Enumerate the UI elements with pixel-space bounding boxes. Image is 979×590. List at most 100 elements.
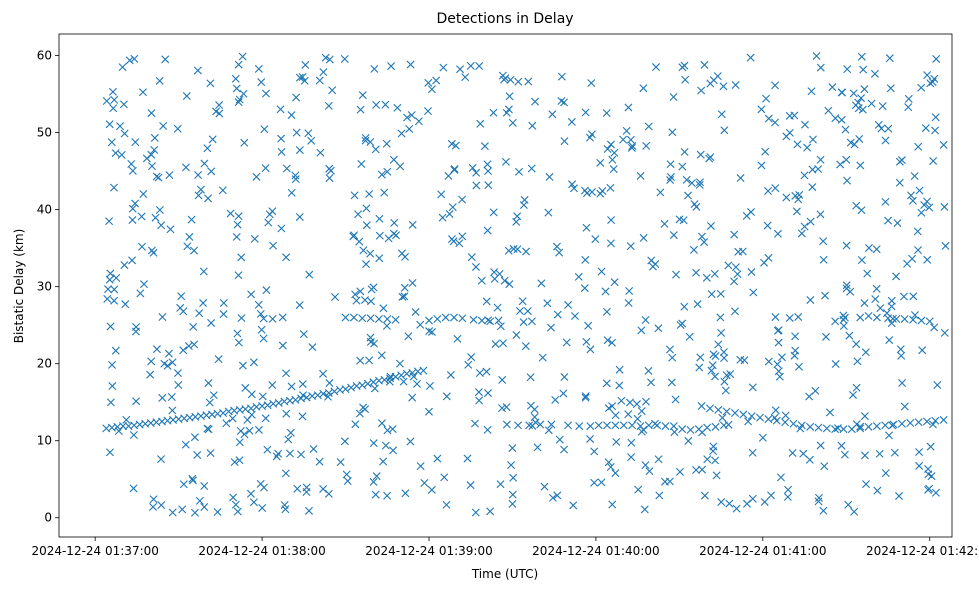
scatter-point (514, 421, 523, 430)
scatter-point (831, 360, 840, 369)
y-axis-label: Bistatic Delay (km) (12, 229, 26, 344)
scatter-point (763, 221, 772, 230)
scatter-point (168, 358, 177, 367)
scatter-point (127, 160, 136, 168)
scatter-point (269, 241, 278, 250)
scatter-point (297, 450, 306, 459)
scatter-point (773, 326, 782, 335)
scatter-point (756, 413, 765, 422)
scatter-point (423, 107, 432, 116)
scatter-point (230, 458, 239, 467)
scatter-point (717, 498, 726, 507)
scatter-point (696, 353, 705, 362)
scatter-point (860, 412, 869, 421)
scatter-point (893, 219, 902, 228)
scatter-point (805, 392, 814, 401)
scatter-point (666, 175, 675, 184)
scatter-point (538, 353, 547, 362)
scatter-point (486, 507, 495, 516)
scatter-point (929, 157, 938, 165)
x-tick-label: 2024-12-24 01:39:00 (365, 544, 492, 558)
scatter-point (475, 62, 484, 70)
scatter-point (149, 502, 158, 511)
scatter-point (544, 208, 553, 217)
scatter-point (864, 243, 873, 252)
scatter-point (287, 111, 296, 120)
scatter-point (531, 418, 540, 427)
scatter-point (128, 215, 137, 224)
scatter-point (425, 381, 434, 390)
scatter-point (544, 426, 553, 435)
scatter-point (720, 377, 729, 386)
scatter-point (380, 188, 389, 197)
scatter-point (319, 68, 328, 77)
scatter-point (437, 190, 446, 199)
scatter-point (591, 235, 600, 244)
scatter-point (187, 215, 196, 224)
scatter-point (606, 140, 615, 149)
scatter-point (698, 428, 707, 437)
scatter-point (105, 275, 114, 284)
scatter-point (654, 455, 663, 464)
scatter-point (886, 84, 895, 93)
scatter-point (425, 316, 433, 325)
scatter-point (158, 313, 167, 321)
scatter-point (861, 348, 870, 357)
scatter-point (354, 210, 363, 219)
scatter-point (940, 328, 949, 337)
scatter-point (806, 295, 815, 304)
scatter-point (379, 457, 388, 466)
scatter-point (711, 372, 719, 381)
scatter-point (200, 503, 209, 511)
scatter-point (505, 280, 514, 289)
scatter-point (731, 307, 739, 316)
scatter-point (519, 318, 528, 327)
scatter-point (442, 392, 451, 401)
scatter-point (482, 367, 491, 376)
scatter-point (471, 508, 480, 517)
scatter-point (260, 125, 269, 134)
scatter-point (254, 300, 263, 309)
scatter-point (261, 414, 270, 423)
scatter-point (472, 181, 481, 190)
scatter-point (606, 239, 615, 248)
scatter-point (794, 312, 803, 321)
scatter-point (844, 500, 853, 509)
scatter-point (387, 62, 396, 71)
scatter-point (461, 73, 470, 82)
scatter-point (389, 446, 398, 455)
scatter-point (782, 193, 791, 202)
scatter-point (304, 506, 313, 515)
scatter-point (219, 310, 228, 319)
scatter-point (785, 313, 794, 322)
scatter-point (864, 311, 873, 320)
scatter-point (685, 332, 694, 341)
scatter-point (490, 268, 499, 277)
scatter-point (366, 314, 375, 323)
scatter-point (474, 388, 483, 397)
scatter-point (112, 273, 121, 282)
scatter-point (508, 499, 517, 508)
scatter-point (263, 445, 272, 454)
scatter-point (282, 164, 291, 173)
scatter-point (179, 346, 188, 355)
scatter-point (132, 397, 141, 406)
scatter-point (219, 298, 228, 307)
scatter-point (548, 493, 557, 502)
scatter-point (904, 94, 913, 103)
scatter-point (231, 74, 240, 83)
scatter-point (789, 419, 798, 428)
scatter-point (120, 261, 129, 270)
scatter-point (603, 421, 612, 430)
scatter-point (358, 91, 367, 100)
scatter-point (268, 314, 277, 323)
scatter-point (483, 160, 492, 169)
scatter-point (822, 424, 831, 433)
scatter-point (350, 231, 359, 240)
scatter-point (168, 508, 177, 517)
scatter-point (842, 155, 851, 164)
scatter-point (666, 160, 675, 169)
scatter-point (721, 386, 730, 395)
scatter-point (356, 287, 365, 296)
